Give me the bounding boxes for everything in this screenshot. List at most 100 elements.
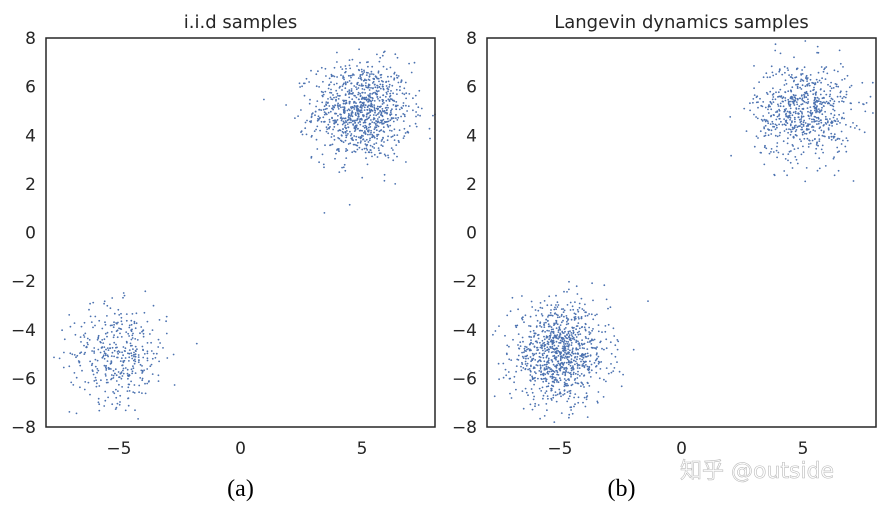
data-point <box>814 101 817 103</box>
data-point <box>556 316 559 319</box>
data-point <box>369 73 371 75</box>
data-point <box>86 341 89 344</box>
data-point <box>517 354 520 357</box>
data-point <box>360 83 363 85</box>
data-point <box>583 342 586 345</box>
data-point <box>555 358 557 361</box>
data-point <box>871 81 874 84</box>
data-point <box>567 356 569 358</box>
data-point <box>358 48 360 51</box>
data-point <box>353 150 356 153</box>
data-point <box>127 397 129 400</box>
data-point <box>117 350 120 352</box>
data-point <box>813 107 816 109</box>
data-point <box>582 354 585 356</box>
data-point <box>137 361 140 364</box>
data-point <box>380 105 382 108</box>
data-point <box>539 322 541 325</box>
data-point <box>753 65 755 67</box>
data-point <box>770 65 773 68</box>
data-point <box>347 118 350 121</box>
data-point <box>378 149 380 152</box>
data-point <box>568 280 570 283</box>
panel-langevin: Langevin dynamics samples−5 0 586420−2−4−6… <box>452 12 877 502</box>
data-point <box>755 135 758 138</box>
data-point <box>557 362 560 365</box>
data-point <box>576 356 579 358</box>
data-point <box>800 73 802 75</box>
data-point <box>789 100 791 103</box>
data-point <box>341 85 344 87</box>
data-point <box>567 397 570 400</box>
data-point <box>799 138 801 141</box>
data-point <box>769 76 771 79</box>
data-point <box>532 354 535 357</box>
data-point <box>772 122 774 125</box>
data-point <box>787 69 789 71</box>
data-point <box>839 122 841 124</box>
data-point <box>557 338 560 340</box>
data-point <box>567 384 569 387</box>
data-point <box>811 118 813 121</box>
data-point <box>572 352 575 355</box>
data-point <box>390 109 392 112</box>
data-point <box>545 355 548 358</box>
y-tick-label: 0 <box>466 224 477 244</box>
data-point <box>555 327 558 330</box>
data-point <box>541 339 544 342</box>
data-point <box>795 129 798 131</box>
data-point <box>794 112 797 115</box>
data-point <box>845 93 848 96</box>
data-point <box>131 313 134 315</box>
data-point <box>337 108 340 110</box>
data-point <box>157 374 160 377</box>
data-point <box>581 308 584 310</box>
data-point <box>577 373 579 376</box>
data-point <box>428 127 431 130</box>
data-point <box>556 323 559 326</box>
data-point <box>829 104 832 106</box>
data-point <box>556 370 558 372</box>
data-point <box>542 329 544 332</box>
data-point <box>318 161 320 164</box>
data-point <box>110 377 113 380</box>
y-tick-label: 0 <box>25 224 36 244</box>
data-point <box>141 392 143 394</box>
data-point <box>155 352 158 355</box>
data-point <box>117 390 119 392</box>
data-point <box>370 131 372 134</box>
data-point <box>394 183 397 185</box>
data-point <box>617 340 620 343</box>
data-point <box>589 376 592 378</box>
data-point <box>533 371 536 373</box>
data-point <box>79 336 82 338</box>
data-point <box>361 107 363 109</box>
data-point <box>571 412 574 415</box>
data-point <box>565 369 567 372</box>
data-point <box>301 133 304 136</box>
points <box>492 40 874 423</box>
data-point <box>553 421 556 423</box>
data-point <box>599 368 602 370</box>
data-point <box>776 156 778 159</box>
data-point <box>555 367 558 369</box>
data-point <box>133 351 135 354</box>
data-point <box>563 389 566 391</box>
data-point <box>557 329 560 332</box>
data-point <box>603 284 606 287</box>
y-tick-label: −8 <box>452 418 477 438</box>
data-point <box>547 359 550 362</box>
data-point <box>543 377 545 380</box>
data-point <box>366 86 369 89</box>
data-point <box>317 118 319 120</box>
data-point <box>772 101 775 103</box>
data-point <box>577 396 580 399</box>
data-point <box>369 100 372 102</box>
data-point <box>832 116 835 119</box>
data-point <box>525 346 528 348</box>
data-point <box>373 136 376 139</box>
data-point <box>842 139 844 142</box>
data-point <box>350 113 353 116</box>
data-point <box>822 151 824 154</box>
data-point <box>396 155 398 158</box>
